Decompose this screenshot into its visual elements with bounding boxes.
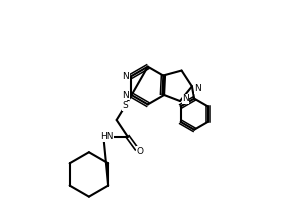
Text: O: O [136, 147, 143, 156]
Text: S: S [123, 101, 128, 110]
Text: N: N [194, 84, 201, 93]
Text: N: N [182, 94, 189, 103]
Text: HN: HN [100, 132, 113, 141]
Text: N: N [122, 72, 129, 81]
Text: N: N [122, 90, 129, 99]
